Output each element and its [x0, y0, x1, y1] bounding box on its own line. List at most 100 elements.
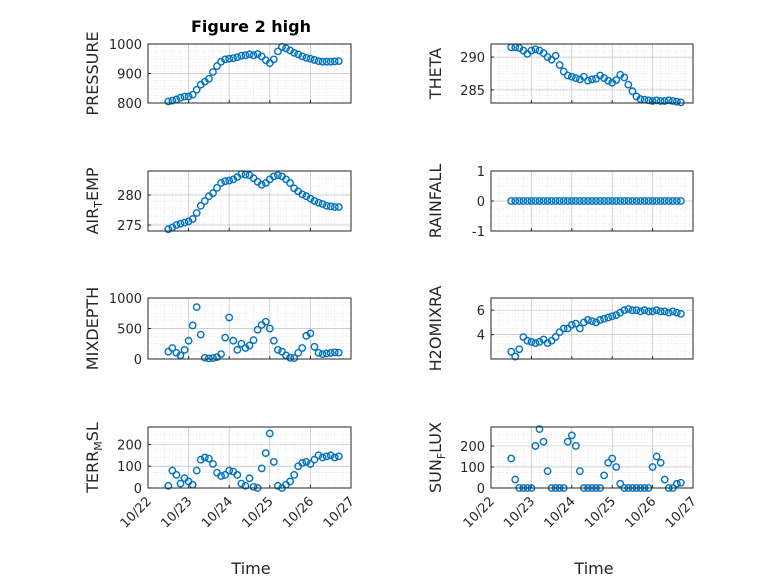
data-point: [592, 197, 600, 205]
data-point: [664, 96, 673, 105]
data-point: [164, 225, 173, 234]
y-tick-label: 275: [117, 219, 142, 234]
data-point: [245, 474, 254, 483]
data-point: [221, 55, 230, 64]
data-point: [200, 197, 209, 205]
data-point: [571, 197, 580, 205]
data-point: [306, 194, 315, 203]
data-point: [664, 197, 673, 205]
data-point: [660, 307, 669, 316]
data-point: [668, 97, 677, 105]
data-point: [209, 189, 217, 198]
data-point: [318, 350, 327, 359]
data-point: [294, 50, 303, 59]
y-tick-label: 1: [477, 165, 485, 180]
x-axis-label-left: Time: [230, 559, 270, 578]
y-tick-label: 200: [460, 440, 485, 455]
data-point: [527, 338, 536, 346]
data-point: [204, 354, 213, 363]
data-point: [636, 197, 645, 205]
data-point: [265, 324, 274, 333]
data-point: [567, 431, 576, 440]
x-tick-label: 10/23: [501, 494, 538, 531]
data-point: [511, 197, 520, 205]
data-point: [168, 344, 177, 352]
x-axis-label-right: Time: [573, 559, 613, 578]
data-point: [257, 52, 266, 61]
data-point: [563, 197, 572, 205]
data-point: [274, 481, 282, 490]
data-point: [298, 459, 307, 467]
data-point: [286, 477, 294, 486]
data-point: [620, 306, 629, 315]
data-point: [632, 197, 641, 205]
data-point: [596, 316, 604, 324]
axes-frame: [490, 426, 694, 489]
data-point: [604, 76, 613, 85]
data-point: [580, 72, 588, 81]
data-point: [334, 348, 343, 357]
data-point: [245, 341, 254, 350]
data-point: [249, 483, 258, 491]
data-point: [314, 57, 323, 66]
y-tick-label: 900: [117, 68, 142, 83]
data-point: [180, 92, 189, 101]
data-point: [221, 177, 230, 186]
data-point: [265, 59, 274, 68]
subplot-rainfall: -1 0 1 RAINFALL: [426, 164, 694, 240]
x-tick-label: 10/26: [622, 494, 659, 531]
data-point: [616, 479, 625, 488]
data-point: [184, 92, 193, 101]
data-point: [241, 51, 250, 60]
x-tick-label: 10/26: [280, 494, 317, 531]
data-point: [192, 466, 201, 475]
subplot-theta: 285 290 THETA: [426, 43, 694, 107]
data-point: [644, 307, 653, 316]
data-point: [604, 313, 613, 322]
data-point: [314, 348, 323, 357]
data-point: [656, 458, 665, 467]
data-point: [233, 53, 242, 62]
data-point: [172, 221, 181, 229]
data-point: [290, 354, 299, 362]
y-axis-label: MIXDEPTH: [83, 287, 102, 370]
data-point: [612, 463, 621, 471]
data-point: [229, 54, 238, 63]
data-point: [245, 50, 254, 59]
data-point: [588, 75, 596, 84]
y-tick-label: 100: [117, 460, 142, 475]
data-point: [269, 457, 278, 466]
data-point: [225, 466, 234, 475]
data-point: [217, 472, 225, 480]
data-point: [168, 96, 177, 105]
data-point: [257, 464, 266, 473]
data-point: [306, 460, 315, 468]
data-point: [334, 203, 343, 211]
data-point: [217, 179, 225, 187]
data-point: [274, 47, 282, 56]
data-point: [192, 209, 201, 217]
data-point: [326, 202, 335, 211]
data-point: [168, 466, 177, 475]
data-point: [269, 172, 278, 181]
data-point: [571, 319, 580, 328]
data-point: [330, 203, 339, 211]
y-tick-label: -1: [472, 225, 485, 240]
y-axis-label: SUNFLUX: [426, 422, 448, 493]
y-tick-label: 1000: [109, 292, 142, 307]
data-point: [575, 467, 584, 476]
data-point: [624, 197, 633, 205]
data-point: [274, 345, 282, 354]
data-point: [608, 197, 617, 205]
data-point: [628, 197, 637, 205]
data-point: [192, 303, 201, 312]
data-point: [652, 452, 661, 461]
data-point: [535, 197, 544, 205]
y-axis-label: THETA: [426, 48, 445, 100]
y-axis-label: RAINFALL: [426, 164, 445, 239]
data-point: [314, 198, 323, 207]
data-point: [648, 97, 657, 105]
data-point: [261, 449, 270, 458]
data-point: [334, 452, 343, 461]
data-point: [511, 352, 520, 361]
